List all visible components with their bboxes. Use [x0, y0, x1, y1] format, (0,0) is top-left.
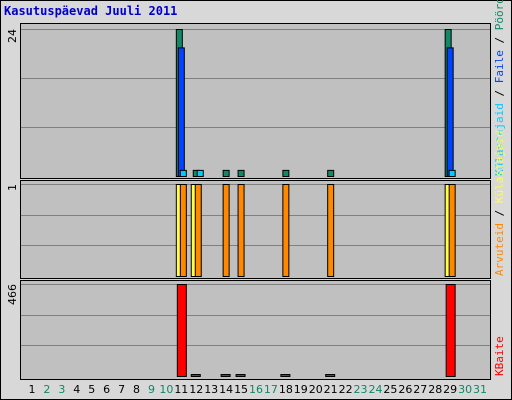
bar-kbytes-day-18 [280, 374, 291, 377]
x-tick-day-31: 31 [473, 383, 487, 396]
x-tick-day-2: 2 [43, 383, 50, 396]
bar-hosts-day-12 [194, 184, 202, 277]
bar-hits-day-18 [282, 169, 290, 177]
x-tick-day-24: 24 [368, 383, 382, 396]
x-tick-day-13: 13 [204, 383, 218, 396]
x-tick-day-28: 28 [428, 383, 442, 396]
panel-middle-scale-label: 1 [6, 184, 19, 191]
x-tick-day-18: 18 [279, 383, 293, 396]
bar-kbytes-day-11 [176, 284, 187, 377]
x-tick-day-10: 10 [159, 383, 173, 396]
x-tick-day-26: 26 [398, 383, 412, 396]
bar-hits-day-15 [237, 169, 245, 177]
panel-middle-border [20, 180, 491, 279]
panel-bottom-border [20, 280, 491, 380]
bar-visitors-top-day-29 [448, 169, 456, 177]
legend-separator: / [493, 203, 506, 223]
x-tick-day-9: 9 [148, 383, 155, 396]
bar-hits-day-21 [327, 169, 335, 177]
bar-kbytes-day-12 [190, 374, 201, 377]
x-tick-day-6: 6 [103, 383, 110, 396]
panel-top-scale-label: 24 [6, 29, 19, 43]
x-tick-day-11: 11 [174, 383, 188, 396]
bar-kbytes-day-14 [220, 374, 231, 377]
x-tick-day-21: 21 [324, 383, 338, 396]
x-tick-day-14: 14 [219, 383, 233, 396]
legend-entry-top-1: Külastajaid [493, 103, 506, 176]
legend-entry-top-2: Faile [493, 50, 506, 83]
x-tick-day-4: 4 [73, 383, 80, 396]
panel-top-legend: Külastajaid / Faile / Pöördumisi [493, 0, 506, 176]
x-tick-day-5: 5 [88, 383, 95, 396]
bar-hosts-day-18 [282, 184, 290, 277]
panel-bottom-legend: KBaite [493, 336, 506, 376]
x-tick-day-20: 20 [309, 383, 323, 396]
bar-hosts-day-11 [179, 184, 187, 277]
legend-entry-top-3: Pöördumisi [493, 0, 506, 30]
bar-kbytes-day-21 [325, 374, 336, 377]
x-tick-day-30: 30 [458, 383, 472, 396]
bar-kbytes-day-15 [235, 374, 246, 377]
legend-separator: / [493, 30, 506, 50]
bar-hosts-day-14 [222, 184, 230, 277]
x-tick-day-27: 27 [413, 383, 427, 396]
x-tick-day-25: 25 [383, 383, 397, 396]
panel-bottom-scale-label: 466 [6, 284, 19, 305]
x-tick-day-3: 3 [58, 383, 65, 396]
x-tick-day-16: 16 [249, 383, 263, 396]
legend-entry-bottom-1: KBaite [493, 336, 506, 376]
x-tick-day-23: 23 [354, 383, 368, 396]
x-tick-day-15: 15 [234, 383, 248, 396]
x-tick-day-17: 17 [264, 383, 278, 396]
bar-hosts-day-15 [237, 184, 245, 277]
x-tick-day-29: 29 [443, 383, 457, 396]
bar-hosts-day-21 [327, 184, 335, 277]
x-tick-day-7: 7 [118, 383, 125, 396]
x-tick-day-12: 12 [189, 383, 203, 396]
legend-entry-middle-2: Külastajaid [493, 130, 506, 203]
bar-files-day-29 [446, 47, 454, 177]
panel-top-background [20, 23, 491, 179]
panel-bottom-background [20, 280, 491, 380]
legend-separator: / [493, 83, 506, 103]
legend-entry-middle-1: Arvuteid [493, 223, 506, 276]
x-tick-day-1: 1 [28, 383, 35, 396]
bar-visitors-top-day-12 [196, 169, 204, 177]
bar-visitors-top-day-11 [179, 169, 187, 177]
x-tick-day-22: 22 [339, 383, 353, 396]
bar-kbytes-day-29 [445, 284, 456, 377]
panel-top-border [20, 23, 491, 179]
bar-hits-day-14 [222, 169, 230, 177]
bar-files-day-11 [177, 47, 185, 177]
chart-title: Kasutuspäevad Juuli 2011 [4, 4, 178, 18]
panel-middle-background [20, 180, 491, 279]
x-tick-day-19: 19 [294, 383, 308, 396]
bar-hosts-day-29 [448, 184, 456, 277]
x-tick-day-8: 8 [133, 383, 140, 396]
panel-middle-legend: Arvuteid / Külastajaid [493, 130, 506, 276]
